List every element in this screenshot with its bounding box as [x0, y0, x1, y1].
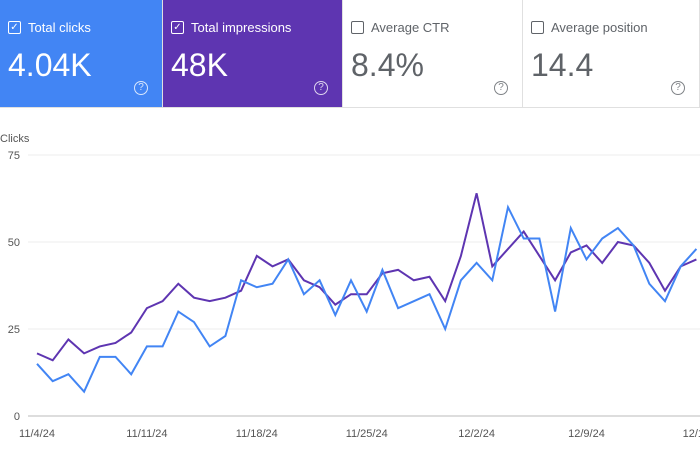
metric-card[interactable]: Average CTR 8.4% ?: [343, 0, 523, 107]
y-tick-label: 75: [8, 150, 20, 162]
help-icon[interactable]: ?: [671, 81, 685, 95]
metric-cards: ✓ Total clicks 4.04K ? ✓ Total impressions …: [0, 0, 700, 108]
help-icon[interactable]: ?: [494, 81, 508, 95]
series-line: [36, 204, 698, 394]
label-text: Total impressions: [191, 20, 292, 35]
x-tick-label: 11/25/24: [346, 428, 388, 440]
x-tick-label: 12/2/24: [458, 428, 495, 440]
card-label: Average position: [531, 20, 691, 35]
label-text: Average position: [551, 20, 648, 35]
chart: Clicks 0 25 50 75 11/4/24 11/11/24 11/18/24 11/2…: [0, 133, 700, 440]
x-tick-label: 12/16: [683, 428, 700, 440]
metric-card[interactable]: ✓ Total impressions 48K ?: [163, 0, 343, 107]
x-tick-label: 11/11/24: [126, 428, 167, 440]
y-axis-label: Clicks: [0, 133, 30, 145]
help-icon[interactable]: ?: [134, 81, 148, 95]
card-value: 14.4: [531, 47, 594, 83]
x-tick-label: 11/4/24: [19, 428, 55, 440]
y-tick-label: 25: [8, 324, 20, 336]
help-icon[interactable]: ?: [314, 81, 328, 95]
label-text: Average CTR: [371, 20, 450, 35]
card-value: 8.4%: [351, 47, 424, 83]
x-tick-label: 12/9/24: [568, 428, 605, 440]
label-text: Total clicks: [28, 20, 91, 35]
metric-card[interactable]: ✓ Total clicks 4.04K ?: [0, 0, 163, 107]
card-value: 4.04K: [8, 47, 92, 83]
checkbox[interactable]: [531, 21, 544, 34]
card-label: ✓ Total impressions: [171, 20, 334, 35]
checkbox[interactable]: [351, 21, 364, 34]
y-tick-label: 0: [14, 411, 20, 423]
series-line: [36, 193, 697, 362]
checkbox[interactable]: ✓: [171, 21, 184, 34]
x-tick-label: 11/18/24: [236, 428, 278, 440]
card-value: 48K: [171, 47, 228, 83]
metric-card[interactable]: Average position 14.4 ?: [523, 0, 700, 107]
checkbox[interactable]: ✓: [8, 21, 21, 34]
y-tick-label: 50: [8, 237, 20, 249]
card-label: Average CTR: [351, 20, 514, 35]
card-label: ✓ Total clicks: [8, 20, 154, 35]
